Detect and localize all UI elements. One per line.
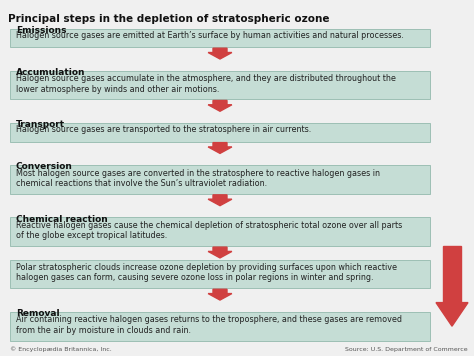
Polygon shape (208, 48, 232, 59)
Polygon shape (208, 289, 232, 300)
Polygon shape (443, 246, 461, 303)
FancyBboxPatch shape (10, 123, 430, 142)
FancyBboxPatch shape (10, 165, 430, 194)
Polygon shape (208, 100, 232, 111)
Text: Source: U.S. Department of Commerce: Source: U.S. Department of Commerce (346, 347, 468, 352)
Text: Conversion: Conversion (16, 162, 73, 171)
Text: © Encyclopædia Britannica, Inc.: © Encyclopædia Britannica, Inc. (10, 346, 112, 352)
Text: Most halogen source gases are converted in the stratosphere to reactive halogen : Most halogen source gases are converted … (16, 169, 380, 188)
Text: Reactive halogen gases cause the chemical depletion of stratospheric total ozone: Reactive halogen gases cause the chemica… (16, 221, 402, 240)
FancyBboxPatch shape (10, 71, 430, 99)
Polygon shape (208, 247, 232, 258)
Polygon shape (436, 303, 468, 326)
Text: Chemical reaction: Chemical reaction (16, 215, 108, 224)
FancyBboxPatch shape (10, 28, 430, 47)
FancyBboxPatch shape (10, 312, 430, 341)
Text: Polar stratospheric clouds increase ozone depletion by providing surfaces upon w: Polar stratospheric clouds increase ozon… (16, 263, 397, 282)
FancyBboxPatch shape (10, 218, 430, 246)
Polygon shape (208, 195, 232, 206)
Text: Emissions: Emissions (16, 26, 66, 35)
Text: Halogen source gases are transported to the stratosphere in air currents.: Halogen source gases are transported to … (16, 125, 311, 134)
Text: Air containing reactive halogen gases returns to the troposphere, and these gase: Air containing reactive halogen gases re… (16, 315, 402, 335)
Text: Halogen source gases accumulate in the atmosphere, and they are distributed thro: Halogen source gases accumulate in the a… (16, 74, 396, 94)
Text: Accumulation: Accumulation (16, 68, 85, 77)
Text: Transport: Transport (16, 120, 65, 129)
Text: Halogen source gases are emitted at Earth’s surface by human activities and natu: Halogen source gases are emitted at Eart… (16, 31, 404, 40)
Text: Removal: Removal (16, 309, 60, 318)
Text: Principal steps in the depletion of stratospheric ozone: Principal steps in the depletion of stra… (8, 14, 329, 24)
FancyBboxPatch shape (10, 260, 430, 288)
Polygon shape (208, 143, 232, 153)
